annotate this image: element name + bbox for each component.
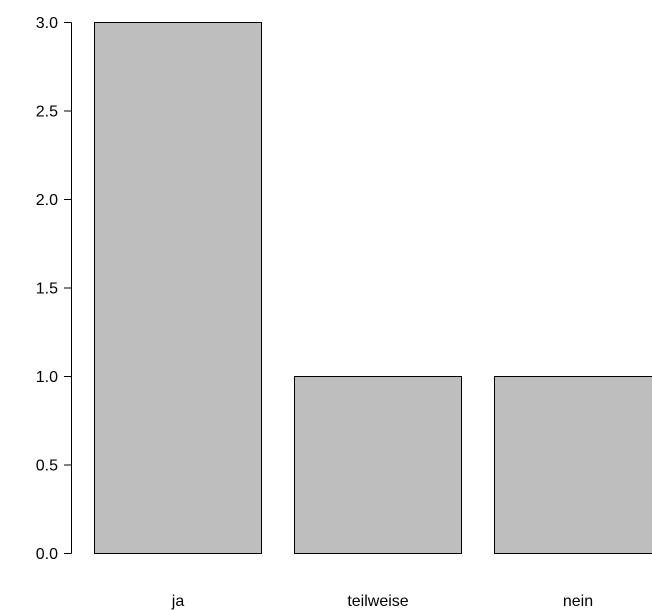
y-tick-label: 1.0 [36, 369, 58, 386]
x-tick-label: teilweise [347, 593, 408, 610]
y-tick-label: 0.5 [36, 458, 58, 475]
bars [94, 22, 652, 554]
bar-nein [494, 376, 652, 554]
x-tick-label: nein [563, 593, 593, 610]
y-axis: 0.0 0.5 1.0 1.5 2.0 2.5 3.0 [36, 15, 72, 563]
x-axis-labels: ja teilweise nein [171, 593, 593, 610]
bar-teilweise [294, 376, 462, 554]
bar-ja [94, 22, 262, 554]
y-tick-label: 3.0 [36, 15, 58, 32]
y-tick-label: 2.5 [36, 104, 58, 121]
y-tick-label: 1.5 [36, 281, 58, 298]
x-tick-label: ja [171, 593, 185, 610]
y-tick-label: 2.0 [36, 192, 58, 209]
y-tick-label: 0.0 [36, 546, 58, 563]
